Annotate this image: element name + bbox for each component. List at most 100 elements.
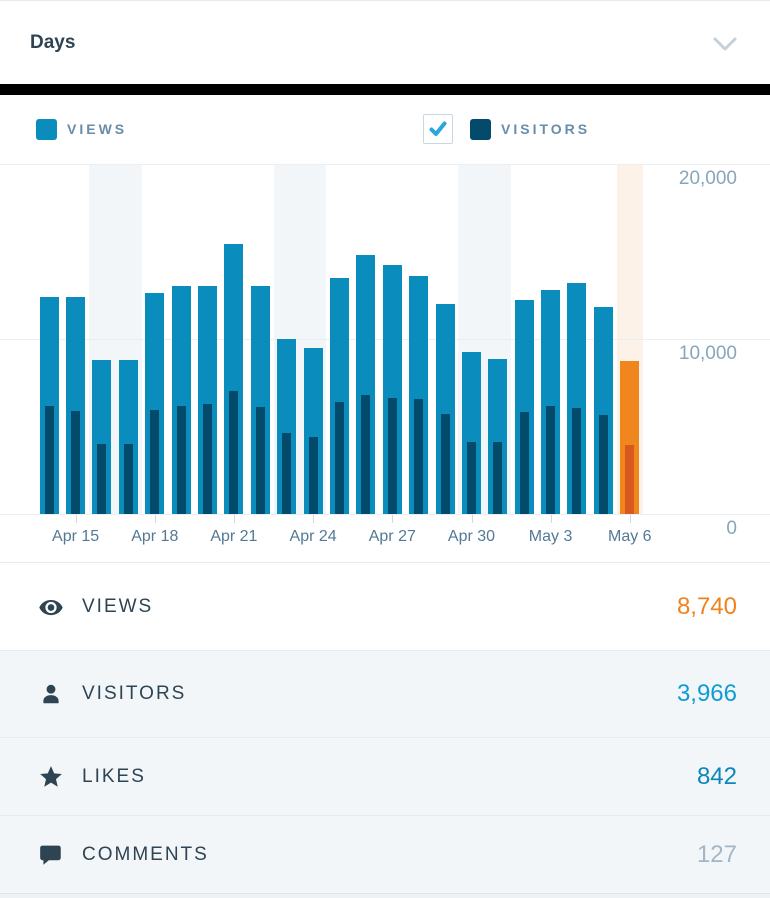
day-slot [564,164,590,514]
views-bar[interactable] [171,286,191,514]
visitors-bar[interactable] [546,406,556,514]
views-bar[interactable] [593,307,613,514]
day-slot [326,164,352,514]
day-slot [221,164,247,514]
views-bar[interactable] [118,360,138,514]
views-bar[interactable] [92,360,112,514]
visitors-bar[interactable] [229,391,239,514]
gridline [0,514,770,515]
day-slot [168,164,194,514]
day-slot [194,164,220,514]
x-axis-label: May 3 [528,528,573,545]
summary-label: VISITORS [82,683,187,704]
visitors-bar[interactable] [176,406,186,514]
x-axis-tick [471,515,473,523]
views-bar[interactable] [145,293,165,514]
visitors-bar[interactable] [598,415,608,514]
views-bar[interactable] [541,290,561,514]
views-bar[interactable] [382,265,402,514]
x-axis-tick [233,515,235,523]
summary-value: 127 [696,840,737,868]
x-axis-label: Apr 18 [131,528,179,545]
visitors-bar[interactable] [493,442,503,514]
day-slot [432,164,458,514]
summary-label: LIKES [82,765,146,787]
day-slot [617,164,643,514]
summary-row-visitors[interactable]: VISITORS 3,966 [0,650,770,737]
views-bar[interactable] [277,339,297,514]
summary-label: VIEWS [82,595,154,617]
views-bar[interactable] [197,286,217,514]
visitors-bar[interactable] [202,404,212,514]
x-axis-tick [154,515,156,523]
period-title: Days [30,32,76,53]
day-slot [353,164,379,514]
gridline [0,164,770,165]
summary-label: COMMENTS [82,843,209,865]
visitors-bar[interactable] [282,433,292,514]
bar-chart: 20,000 10,000 0 Apr 15 Apr 18 Apr 21 Apr 24 Ap… [0,163,770,562]
views-bar[interactable] [303,348,323,514]
views-bar[interactable] [461,352,481,514]
visitors-bar[interactable] [97,444,107,514]
x-axis-label: Apr 30 [447,528,496,545]
day-slot [458,164,484,514]
summary-row-likes[interactable]: LIKES 842 [0,737,770,815]
views-bar[interactable] [224,244,244,514]
x-axis-label: May 6 [608,528,652,545]
plot-area [36,164,643,514]
visitors-bar[interactable] [44,406,54,514]
period-selector[interactable]: Days [0,0,770,84]
views-bar[interactable] [39,297,59,514]
visitors-bar[interactable] [150,410,160,514]
visitors-bar[interactable] [361,395,371,514]
eye-icon [39,599,63,615]
x-axis-tick [313,515,315,523]
views-bar[interactable] [66,297,86,514]
visitors-bar[interactable] [308,437,318,514]
chevron-down-icon[interactable] [712,35,738,53]
visitors-bar[interactable] [519,412,529,514]
views-bar[interactable] [514,300,534,514]
day-slot [142,164,168,514]
views-bar[interactable] [620,361,640,514]
views-bar[interactable] [250,286,270,514]
x-axis-label: Apr 24 [289,528,337,545]
summary-row-views[interactable]: VIEWS 8,740 [0,563,770,650]
x-axis-label: Apr 21 [210,528,258,545]
views-bar[interactable] [488,359,508,514]
summary-tabs: VIEWS 8,740 VISITORS 3,966 LIKES 842 COM… [0,562,770,893]
user-icon [43,684,59,704]
chart-legend: VIEWS VISITORS [0,95,770,163]
x-axis-tick [75,515,77,523]
summary-row-comments[interactable]: COMMENTS 127 [0,815,770,893]
comment-icon [40,845,61,865]
views-swatch [36,118,57,140]
x-axis-label: Apr 27 [368,528,416,545]
views-bar[interactable] [435,304,455,514]
x-axis: Apr 15 Apr 18 Apr 21 Apr 24 Apr 27 Apr 30 May … [36,515,652,562]
views-bar[interactable] [329,278,349,514]
visitors-bar[interactable] [466,442,476,514]
visitors-swatch [470,118,491,140]
day-slot [511,164,537,514]
visitors-bar[interactable] [414,399,424,514]
legend-views: VIEWS [36,95,127,163]
visitors-bar[interactable] [625,445,635,514]
views-bar[interactable] [567,283,587,514]
visitors-bar[interactable] [440,414,450,514]
visitors-bar[interactable] [123,444,133,514]
day-slot [485,164,511,514]
legend-views-label: VIEWS [67,121,128,137]
y-axis-label: 0 [726,518,737,539]
visitors-bar[interactable] [255,407,265,514]
visitors-bar[interactable] [334,402,344,514]
visitors-bar[interactable] [572,408,582,514]
separator-bar [0,84,770,95]
views-bar[interactable] [356,255,376,514]
visitors-bar[interactable] [71,411,81,514]
visitors-checkbox[interactable] [423,114,453,144]
visitors-bar[interactable] [387,398,397,514]
views-bar[interactable] [409,276,429,514]
day-slot [247,164,273,514]
